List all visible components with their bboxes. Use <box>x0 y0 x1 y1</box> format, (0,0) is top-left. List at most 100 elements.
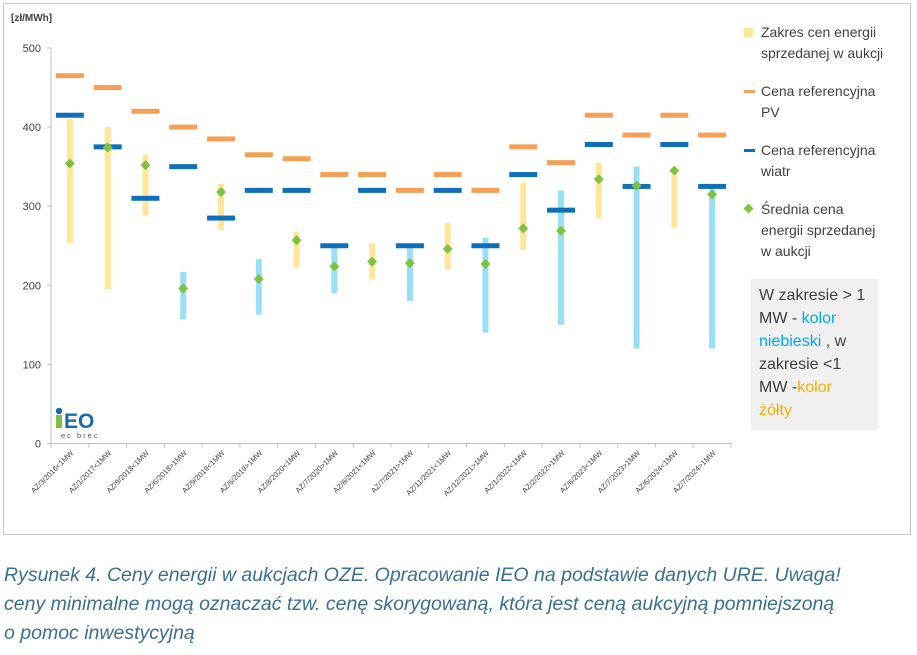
pv-reference-mark <box>93 85 122 91</box>
pv-reference-series <box>55 73 727 193</box>
wind-reference-mark <box>471 243 500 249</box>
caption-line1: Rysunek 4. Ceny energii w aukcjach OZE. … <box>4 564 841 586</box>
legend-wind-line2: wiatr <box>761 163 791 179</box>
y-tick-label: 300 <box>23 201 41 213</box>
pv-reference-mark <box>395 187 424 193</box>
wind-reference-mark <box>169 164 198 170</box>
y-tick-label: 400 <box>23 122 41 134</box>
price-range-bar <box>293 231 300 268</box>
caption-line2: ceny minimalne mogą oznaczać tzw. cenę s… <box>4 593 835 615</box>
pv-reference-mark <box>622 132 651 138</box>
price-ranges <box>66 119 716 349</box>
price-range-bar <box>520 182 527 250</box>
average-price-point <box>140 160 151 171</box>
pv-reference-mark <box>169 124 198 130</box>
wind-reference-mark <box>698 183 727 189</box>
wind-reference-mark <box>509 172 538 178</box>
wind-reference-mark <box>207 215 235 221</box>
pv-reference-mark <box>584 112 613 118</box>
pv-reference-mark <box>698 132 727 138</box>
price-chart: [zł/MWh] 0 100 200 300 400 500 AZ/3/2016<1MWA… <box>11 13 732 498</box>
wind-reference-mark <box>282 187 311 193</box>
y-tick-label: 0 <box>35 439 41 451</box>
average-price-point <box>669 165 680 176</box>
unit-label: [zł/MWh] <box>11 13 52 24</box>
orange-dash-icon <box>744 90 755 93</box>
average-price-point <box>631 180 642 191</box>
color-note-box: W zakresie > 1 MW - kolor niebieski , w … <box>751 279 878 430</box>
price-range-bar <box>142 154 149 216</box>
y-tick-label: 100 <box>23 359 41 371</box>
wind-reference-mark <box>547 207 575 213</box>
average-price-series <box>64 142 718 294</box>
average-price-point <box>102 142 113 153</box>
y-tick-label: 200 <box>23 280 41 292</box>
legend-wind-line1: Cena referencyjna <box>761 142 876 158</box>
figure-caption: Rysunek 4. Ceny energii w aukcjach OZE. … <box>4 561 916 648</box>
axes <box>50 48 732 448</box>
blue-dash-icon <box>744 149 755 152</box>
note-line3: niebieski , w <box>759 333 847 350</box>
price-range-bar <box>709 186 716 349</box>
wind-reference-mark <box>433 187 462 193</box>
legend-item-average: Średnia cena energii sprzedanej w aukcji <box>741 199 911 262</box>
average-price-point <box>480 258 491 269</box>
logo-subtext: ec brec <box>61 431 100 440</box>
pv-reference-mark <box>471 187 500 193</box>
legend-item-pv: Cena referencyjna PV <box>741 81 911 123</box>
y-tick-label: 500 <box>23 43 41 55</box>
x-axis-labels: AZ/3/2016<1MWAZ/1/2017<1MWAZ/9/2018<1MWA… <box>29 448 718 498</box>
average-price-point <box>367 256 378 267</box>
legend: Zakres cen energii sprzedanej w aukcji C… <box>741 20 911 262</box>
average-price-point <box>64 158 75 169</box>
legend-avg-line1: Średnia cena <box>761 201 844 217</box>
average-price-point <box>518 223 529 234</box>
note-line1: W zakresie > 1 <box>759 287 866 304</box>
wind-reference-mark <box>244 187 273 193</box>
price-range-bar <box>558 190 564 325</box>
average-price-point <box>593 174 604 185</box>
average-price-point <box>178 283 189 294</box>
pv-reference-mark <box>358 172 387 178</box>
green-diamond-icon <box>743 203 754 214</box>
price-range-bar <box>66 119 73 244</box>
wind-reference-mark <box>55 112 84 118</box>
price-range-bar <box>255 259 262 315</box>
average-price-point <box>329 261 340 272</box>
note-line5: MW -kolor <box>759 379 832 396</box>
chart-frame <box>3 3 911 535</box>
pv-reference-mark <box>320 172 349 178</box>
y-axis-ticks: 0 100 200 300 400 500 <box>23 43 51 451</box>
pv-reference-mark <box>282 156 311 162</box>
average-price-point <box>253 273 264 284</box>
pv-reference-mark <box>55 73 84 79</box>
logo-text: EO <box>64 410 94 433</box>
note-line6: żółty <box>759 402 792 419</box>
caption-line3: o pomoc inwestycyjną <box>4 622 195 644</box>
average-price-point <box>291 235 302 246</box>
pv-reference-mark <box>509 144 538 150</box>
pv-reference-mark <box>433 172 462 178</box>
legend-item-wind: Cena referencyjna wiatr <box>741 140 911 182</box>
price-range-bar <box>406 245 413 302</box>
average-price-point <box>442 243 453 254</box>
price-range-bar <box>218 184 224 230</box>
wind-reference-mark <box>131 195 160 201</box>
yellow-square-icon <box>744 28 753 37</box>
note-line4: zakresie <1 <box>759 356 842 373</box>
pv-reference-mark <box>547 160 575 166</box>
legend-item-range: Zakres cen energii sprzedanej w aukcji <box>741 22 911 64</box>
pv-reference-mark <box>660 112 689 118</box>
legend-pv-line1: Cena referencyjna <box>761 83 876 99</box>
note-line2: MW - kolor <box>759 310 837 327</box>
price-range-bar <box>671 174 678 228</box>
average-price-point <box>707 189 718 200</box>
wind-reference-mark <box>358 187 387 193</box>
legend-range-line2: sprzedanej w aukcji <box>761 45 884 61</box>
legend-range-line1: Zakres cen energii <box>761 24 877 40</box>
wind-reference-mark <box>395 243 424 249</box>
legend-avg-line3: w aukcji <box>761 243 811 259</box>
price-range-bar <box>104 127 111 290</box>
wind-reference-mark <box>320 243 349 249</box>
legend-pv-line2: PV <box>761 104 780 120</box>
